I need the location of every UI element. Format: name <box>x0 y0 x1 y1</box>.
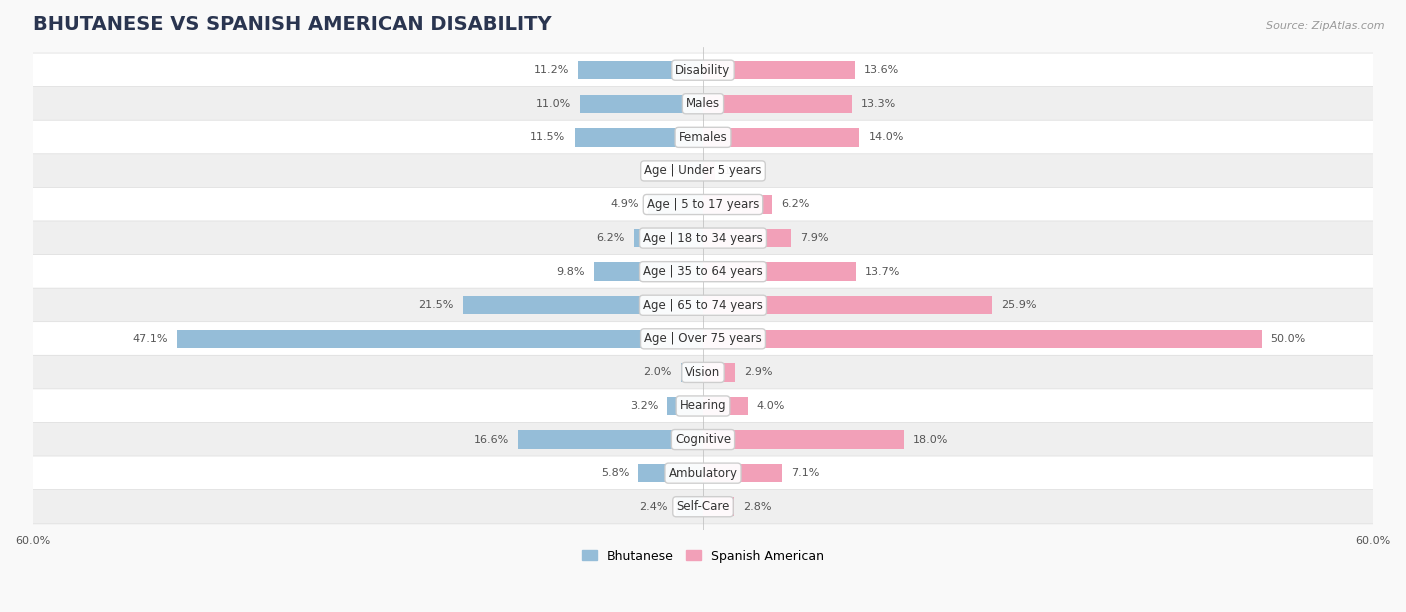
Text: 1.1%: 1.1% <box>724 166 752 176</box>
Bar <box>581 94 703 113</box>
Text: 11.0%: 11.0% <box>536 99 571 109</box>
Text: 2.9%: 2.9% <box>744 367 773 378</box>
Text: 4.0%: 4.0% <box>756 401 785 411</box>
Text: 5.8%: 5.8% <box>600 468 630 478</box>
Bar <box>703 61 855 80</box>
Bar <box>676 498 703 516</box>
Text: 4.9%: 4.9% <box>610 200 640 209</box>
Text: Disability: Disability <box>675 64 731 76</box>
Text: 7.9%: 7.9% <box>800 233 828 243</box>
Text: 47.1%: 47.1% <box>132 334 167 344</box>
Text: BHUTANESE VS SPANISH AMERICAN DISABILITY: BHUTANESE VS SPANISH AMERICAN DISABILITY <box>32 15 551 34</box>
Bar <box>703 464 782 482</box>
Text: Age | 35 to 64 years: Age | 35 to 64 years <box>643 265 763 278</box>
Bar <box>703 397 748 415</box>
Text: Age | 5 to 17 years: Age | 5 to 17 years <box>647 198 759 211</box>
Bar <box>689 162 703 180</box>
Bar <box>703 263 856 281</box>
Text: 3.2%: 3.2% <box>630 401 658 411</box>
FancyBboxPatch shape <box>32 456 1374 490</box>
Text: 11.2%: 11.2% <box>533 65 569 75</box>
Text: Source: ZipAtlas.com: Source: ZipAtlas.com <box>1267 21 1385 31</box>
FancyBboxPatch shape <box>32 255 1374 289</box>
Text: 2.4%: 2.4% <box>638 502 668 512</box>
Text: Females: Females <box>679 131 727 144</box>
Text: 13.7%: 13.7% <box>865 267 900 277</box>
Text: Hearing: Hearing <box>679 400 727 412</box>
Text: 2.8%: 2.8% <box>744 502 772 512</box>
Text: 13.3%: 13.3% <box>860 99 896 109</box>
Text: 13.6%: 13.6% <box>863 65 900 75</box>
Bar <box>703 330 1261 348</box>
Text: Cognitive: Cognitive <box>675 433 731 446</box>
Text: 2.0%: 2.0% <box>644 367 672 378</box>
Bar <box>703 229 792 247</box>
Text: 50.0%: 50.0% <box>1271 334 1306 344</box>
Text: 7.1%: 7.1% <box>792 468 820 478</box>
Text: Self-Care: Self-Care <box>676 500 730 513</box>
Bar <box>703 296 993 315</box>
Bar <box>703 162 716 180</box>
Text: 9.8%: 9.8% <box>555 267 585 277</box>
Bar <box>634 229 703 247</box>
Bar <box>648 195 703 214</box>
Text: Age | 65 to 74 years: Age | 65 to 74 years <box>643 299 763 312</box>
Bar <box>703 195 772 214</box>
Bar <box>517 430 703 449</box>
Text: 21.5%: 21.5% <box>419 300 454 310</box>
Text: Males: Males <box>686 97 720 110</box>
Text: 6.2%: 6.2% <box>596 233 624 243</box>
Legend: Bhutanese, Spanish American: Bhutanese, Spanish American <box>576 545 830 567</box>
Text: 6.2%: 6.2% <box>782 200 810 209</box>
FancyBboxPatch shape <box>32 288 1374 323</box>
FancyBboxPatch shape <box>32 221 1374 255</box>
Text: 18.0%: 18.0% <box>912 435 949 444</box>
Bar <box>578 61 703 80</box>
FancyBboxPatch shape <box>32 120 1374 154</box>
Bar <box>463 296 703 315</box>
Text: Age | Under 5 years: Age | Under 5 years <box>644 165 762 177</box>
Text: Vision: Vision <box>685 366 721 379</box>
Bar <box>668 397 703 415</box>
Bar <box>177 330 703 348</box>
Bar <box>681 363 703 382</box>
Bar <box>638 464 703 482</box>
FancyBboxPatch shape <box>32 187 1374 222</box>
Text: Age | 18 to 34 years: Age | 18 to 34 years <box>643 231 763 245</box>
FancyBboxPatch shape <box>32 356 1374 389</box>
FancyBboxPatch shape <box>32 154 1374 188</box>
Bar <box>703 94 852 113</box>
FancyBboxPatch shape <box>32 322 1374 356</box>
Text: 1.2%: 1.2% <box>652 166 681 176</box>
FancyBboxPatch shape <box>32 389 1374 423</box>
Bar <box>703 363 735 382</box>
Text: 16.6%: 16.6% <box>474 435 509 444</box>
FancyBboxPatch shape <box>32 53 1374 88</box>
Bar <box>703 430 904 449</box>
Text: 11.5%: 11.5% <box>530 132 565 143</box>
Text: Ambulatory: Ambulatory <box>668 467 738 480</box>
FancyBboxPatch shape <box>32 87 1374 121</box>
Bar <box>575 128 703 146</box>
Bar <box>703 128 859 146</box>
Bar <box>593 263 703 281</box>
Text: Age | Over 75 years: Age | Over 75 years <box>644 332 762 345</box>
FancyBboxPatch shape <box>32 422 1374 457</box>
Text: 14.0%: 14.0% <box>869 132 904 143</box>
FancyBboxPatch shape <box>32 490 1374 524</box>
Bar <box>703 498 734 516</box>
Text: 25.9%: 25.9% <box>1001 300 1036 310</box>
